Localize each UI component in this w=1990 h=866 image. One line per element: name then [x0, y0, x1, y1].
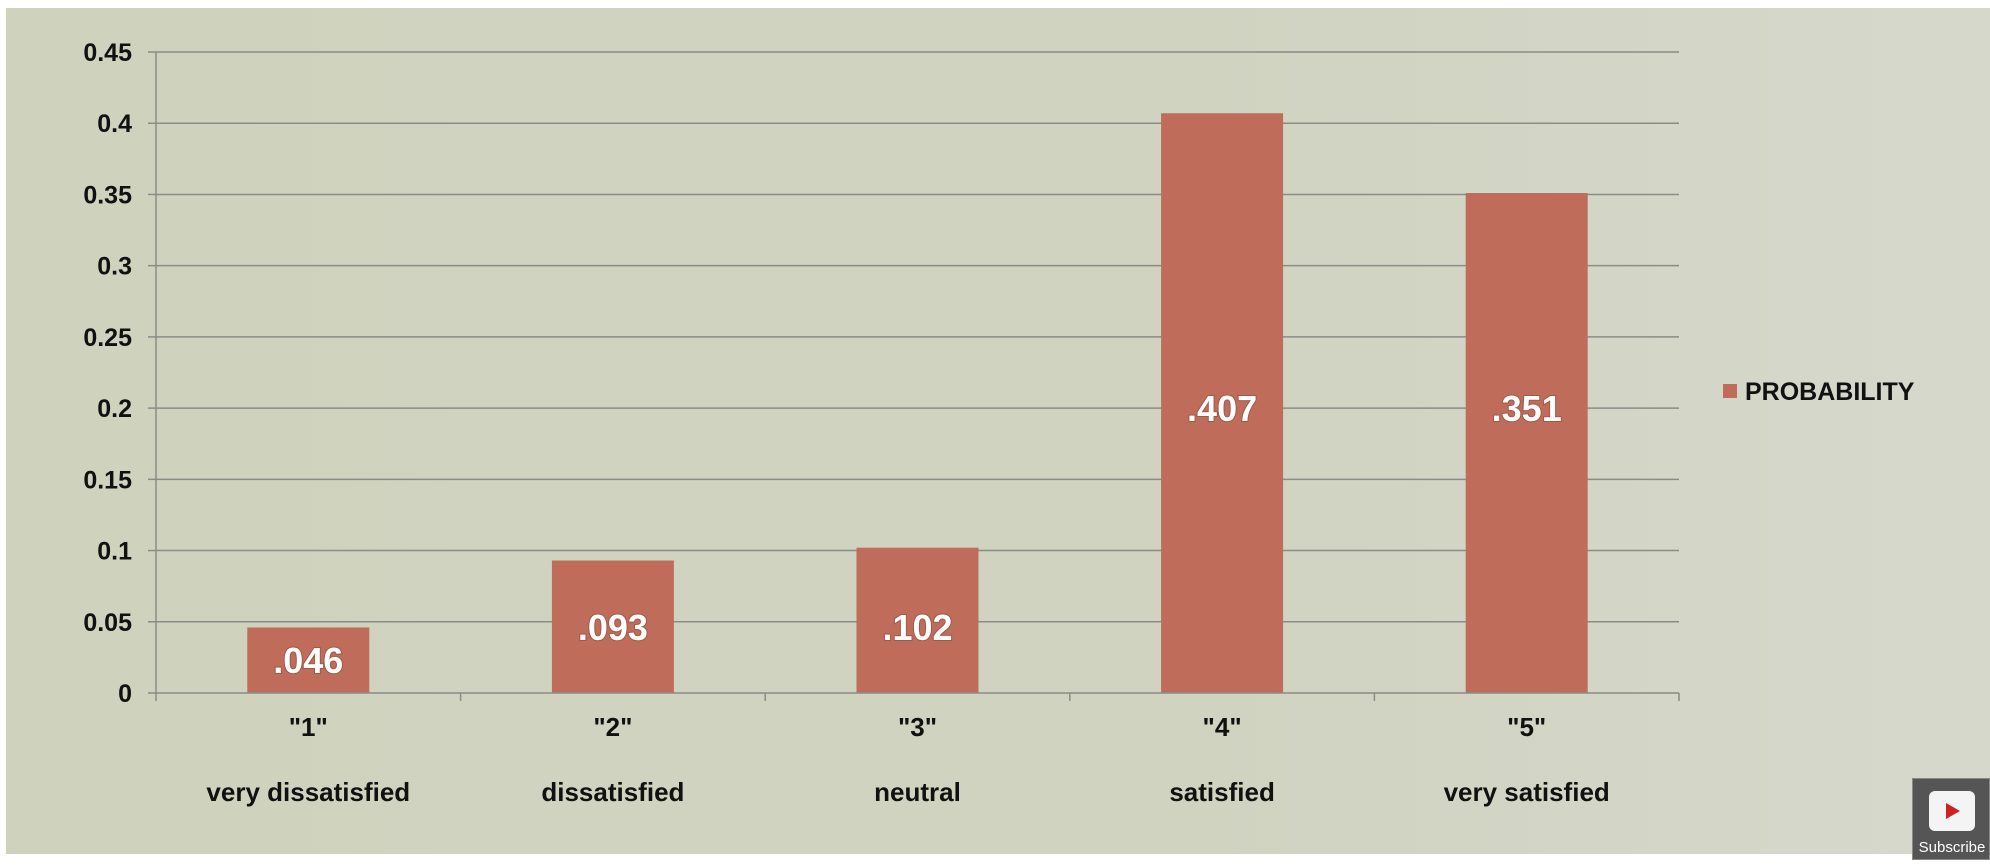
category-description: very dissatisfied [206, 777, 410, 807]
x-tick-label: "2" [593, 712, 632, 742]
legend: PROBABILITY [1723, 378, 1915, 406]
y-tick-label: 0 [118, 680, 132, 708]
x-tick-label: "3" [898, 712, 937, 742]
bar-4 [1161, 113, 1284, 694]
youtube-play-icon [1929, 791, 1975, 831]
y-tick-label: 0.4 [97, 110, 132, 138]
gridlines [156, 51, 1679, 623]
axes [148, 51, 1680, 701]
chart-background [6, 8, 1990, 854]
subscribe-label: Subscribe [1918, 839, 1986, 856]
x-tick-label: "4" [1203, 712, 1242, 742]
category-description: neutral [874, 777, 961, 807]
category-description: dissatisfied [541, 777, 684, 807]
data-label: .351 [1492, 388, 1562, 429]
y-tick-label: 0.1 [97, 538, 132, 566]
data-label: .093 [578, 607, 648, 648]
y-tick-label: 0.05 [83, 609, 132, 637]
y-tick-label: 0.25 [83, 324, 132, 352]
bar-2 [551, 560, 674, 693]
bar-5 [1465, 193, 1588, 693]
y-tick-label: 0.2 [97, 395, 132, 423]
bars: .046 .093 .102 .407 .351 [247, 113, 1588, 694]
y-tick-label: 0.15 [83, 466, 132, 494]
y-tick-label: 0.35 [83, 181, 132, 209]
subscribe-button[interactable]: Subscribe [1912, 778, 1990, 860]
bar-1 [247, 627, 370, 693]
y-tick-label: 0.45 [83, 39, 132, 67]
category-description: satisfied [1169, 777, 1275, 807]
x-tick-label: "5" [1507, 712, 1546, 742]
category-description: very satisfied [1444, 777, 1610, 807]
legend-swatch [1723, 384, 1737, 398]
x-tick-label: "1" [289, 712, 328, 742]
data-label: .407 [1187, 388, 1257, 429]
bar-3 [856, 547, 979, 693]
y-tick-labels: 0 0.05 0.1 0.15 0.2 0.25 0.3 0.35 0.4 0.45 [83, 39, 132, 708]
data-label: .102 [882, 607, 952, 648]
play-triangle-icon [1946, 803, 1960, 819]
legend-label: PROBABILITY [1745, 378, 1915, 406]
y-tick-label: 0.3 [97, 253, 132, 281]
data-label: .046 [273, 640, 343, 681]
x-tick-labels: "1" very dissatisfied "2" dissatisfied "3" ne… [206, 712, 1609, 807]
